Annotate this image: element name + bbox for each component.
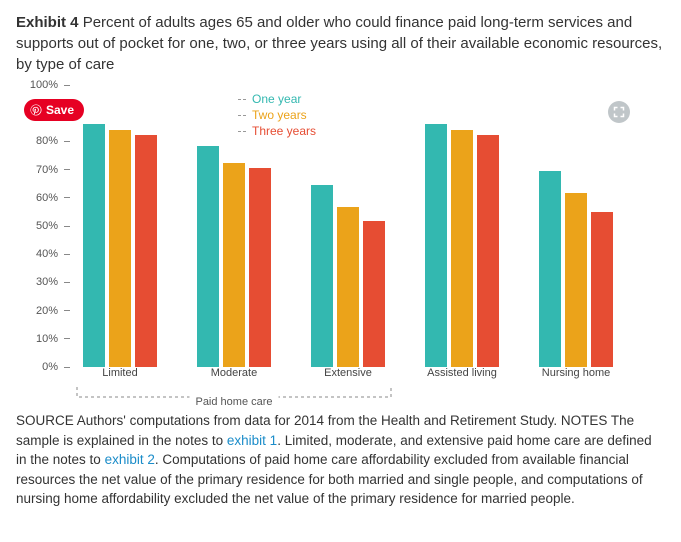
chart-container: Save 0%10%20%30%40%50%60%70%80%90%100% O… — [16, 85, 656, 405]
y-tick: 20% — [36, 305, 70, 317]
source-notes: SOURCE Authors' computations from data f… — [16, 411, 665, 509]
y-tick: 60% — [36, 192, 70, 204]
bars-layer — [70, 91, 636, 367]
legend: One yearTwo yearsThree years — [238, 91, 316, 140]
y-axis: 0%10%20%30%40%50%60%70%80%90%100% — [16, 85, 70, 367]
x-label: Nursing home — [542, 367, 610, 379]
bar — [223, 163, 245, 367]
bar — [363, 221, 385, 367]
bar — [311, 185, 333, 367]
expand-button[interactable] — [608, 101, 630, 123]
exhibit-header: Exhibit 4 Percent of adults ages 65 and … — [16, 12, 665, 75]
pinterest-icon — [30, 104, 42, 116]
bar — [109, 130, 131, 367]
x-label: Limited — [102, 367, 137, 379]
x-axis-labels: Limited Moderate Extensive Assisted living N… — [70, 367, 636, 387]
y-tick: 70% — [36, 164, 70, 176]
x-label: Assisted living — [427, 367, 497, 379]
bar-group — [412, 91, 512, 367]
bar — [591, 212, 613, 367]
exhibit-2-link[interactable]: exhibit 2 — [105, 452, 155, 467]
save-button-label: Save — [46, 103, 74, 117]
chart-plot: 0%10%20%30%40%50%60%70%80%90%100% One ye… — [16, 85, 656, 405]
expand-icon — [613, 106, 625, 118]
bar — [565, 193, 587, 367]
exhibit-title: Percent of adults ages 65 and older who … — [16, 14, 662, 73]
bar — [425, 124, 447, 367]
y-tick: 0% — [42, 361, 70, 373]
exhibit-1-link[interactable]: exhibit 1 — [227, 433, 277, 448]
bar — [135, 135, 157, 367]
x-label: Moderate — [211, 367, 257, 379]
bar — [249, 168, 271, 367]
legend-item: Three years — [238, 123, 316, 139]
bracket-label: Paid home care — [189, 396, 278, 408]
y-tick: 40% — [36, 248, 70, 260]
bar-group — [70, 91, 170, 367]
y-tick: 100% — [30, 79, 70, 91]
bar — [83, 124, 105, 367]
y-tick: 30% — [36, 276, 70, 288]
bar-group — [526, 91, 626, 367]
y-tick: 10% — [36, 333, 70, 345]
legend-item: Two years — [238, 107, 316, 123]
bar — [477, 135, 499, 367]
save-button[interactable]: Save — [24, 99, 84, 121]
y-tick: 50% — [36, 220, 70, 232]
bar — [197, 146, 219, 367]
bar — [451, 130, 473, 367]
plot-area: One yearTwo yearsThree years — [70, 91, 636, 367]
bar — [539, 171, 561, 367]
bar — [337, 207, 359, 367]
legend-item: One year — [238, 91, 316, 107]
x-label: Extensive — [324, 367, 372, 379]
y-tick: 80% — [36, 135, 70, 147]
exhibit-label: Exhibit 4 — [16, 14, 79, 31]
